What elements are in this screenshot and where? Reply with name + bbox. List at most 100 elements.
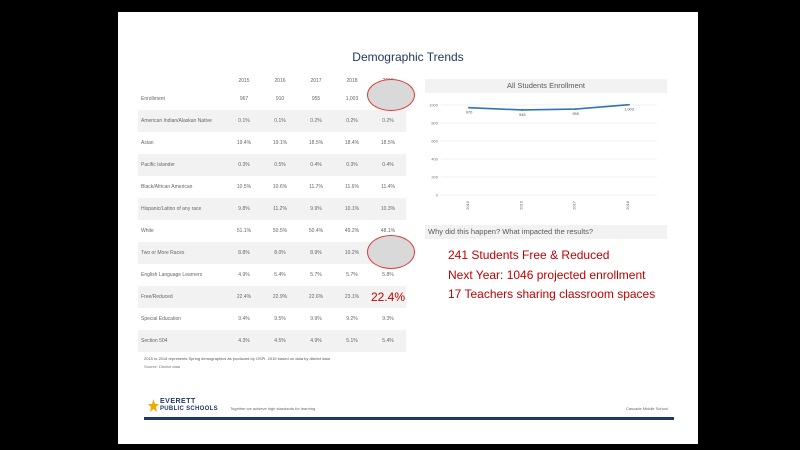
table-cell: 50.4% — [308, 228, 324, 234]
table-cell: 4.9% — [238, 272, 250, 278]
table-cell: 9.9% — [310, 316, 322, 322]
highlight-percentage: 22.4% — [371, 290, 406, 304]
table-cell: 5.7% — [310, 272, 322, 278]
table-row: American Indian/Alaskan Native 0.1% 0.1% 0.… — [138, 110, 406, 132]
table-cell: 22.6% — [298, 286, 334, 308]
table-cell: 19.1% — [272, 140, 288, 146]
table-header-row: 2015 2016 2017 2018 2019 — [138, 74, 406, 88]
table-cell: 5.1% — [334, 330, 370, 352]
data-point — [468, 106, 470, 109]
footer-school: Cascade Middle School — [625, 406, 668, 411]
table-cell: 0.3% — [334, 154, 370, 176]
data-label: 955 — [572, 111, 579, 116]
highlight-oval — [367, 79, 415, 111]
logo-subtext: PUBLIC SCHOOLS — [160, 406, 218, 412]
row-label: Hispanic/Latino of any race — [138, 198, 226, 220]
table-cell: 0.1% — [226, 110, 262, 132]
highlight-oval — [367, 235, 415, 269]
table-cell: 5.4% — [370, 330, 406, 352]
note-shared-classrooms: 17 Teachers sharing classroom spaces — [448, 287, 656, 301]
table-row: Free/Reduced 22.4% 22.9% 22.6% 23.1% — [138, 286, 406, 308]
y-tick-label: 0 — [436, 193, 439, 198]
table-row: Pacific Islander 0.3% 0.5% 0.4% 0.3% 0.4% — [138, 154, 406, 176]
y-tick-label: 600 — [431, 139, 438, 144]
table-cell: 0.4% — [370, 154, 406, 176]
table-header-cell: 2018 — [346, 78, 358, 84]
table-header-cell — [138, 74, 226, 88]
logo-text: EVERETT — [160, 398, 196, 405]
row-label: Enrollment — [141, 96, 165, 102]
data-point — [521, 109, 524, 111]
slide: Demographic Trends 2015 2016 2017 2018 2… — [118, 12, 698, 444]
table-cell: 1,003 — [345, 96, 359, 102]
x-tick-label: 2018 — [625, 200, 630, 210]
table-cell: 10.2% — [334, 242, 370, 264]
table-row: Enrollment 967 910 955 1,003 — [138, 88, 406, 110]
table-cell: 22.9% — [262, 286, 298, 308]
table-row: Section 504 4.3% 4.5% 4.9% 5.1% 5.4% — [138, 330, 406, 352]
data-point — [628, 103, 630, 106]
table-cell: 4.5% — [262, 330, 298, 352]
table-cell: 967 — [239, 96, 249, 102]
table-cell: 9.3% — [382, 316, 394, 322]
table-cell: 51.1% — [236, 228, 252, 234]
table-cell: 48.1% — [380, 228, 396, 234]
table-cell — [370, 286, 406, 308]
table-cell: 9.8% — [226, 198, 262, 220]
data-label: 1,003 — [624, 107, 635, 112]
table-cell: 5.7% — [346, 272, 358, 278]
table-header-cell: 2016 — [274, 78, 286, 84]
enrollment-line — [468, 103, 630, 111]
table-cell: 8.9% — [298, 242, 334, 264]
row-label: Two or More Races — [138, 242, 226, 264]
table-cell: 5.4% — [274, 272, 286, 278]
y-tick-label: 800 — [431, 121, 438, 126]
table-cell: 9.4% — [238, 316, 250, 322]
table-cell: 50.5% — [272, 228, 288, 234]
reflection-question: Why did this happen? What impacted the r… — [425, 225, 667, 239]
row-label: Special Education — [141, 316, 182, 322]
table-row: White 51.1% 50.5% 50.4% 49.2% 48.1% — [138, 220, 406, 242]
row-label: Free/Reduced — [138, 286, 226, 308]
footer-tagline: Together we achieve high standards for l… — [230, 406, 316, 411]
table-row: Hispanic/Latino of any race 9.8% 11.2% 9.9%… — [138, 198, 406, 220]
row-label: English Language Learners — [141, 272, 203, 278]
table-cell: 11.4% — [381, 184, 395, 190]
note-projected-enrollment: Next Year: 1046 projected enrollment — [448, 268, 646, 282]
demographics-table: 2015 2016 2017 2018 2019 Enrollment 967 91… — [138, 74, 406, 352]
table-cell: 18.4% — [344, 140, 360, 146]
row-label: American Indian/Alaskan Native — [138, 110, 226, 132]
table-cell: 23.1% — [334, 286, 370, 308]
enrollment-chart: All Students Enrollment 1000 800 600 400 200… — [425, 75, 667, 227]
table-cell: 910 — [275, 96, 285, 102]
table-cell: 0.2% — [334, 110, 370, 132]
row-label: White — [141, 228, 154, 234]
table-cell: 0.5% — [262, 154, 298, 176]
table-cell: 0.4% — [298, 154, 334, 176]
data-point — [574, 108, 577, 110]
row-label: Section 504 — [138, 330, 226, 352]
table-row: Asian 19.4% 19.1% 18.5% 18.4% 18.5% — [138, 132, 406, 154]
table-header-cell: 2017 — [310, 78, 322, 84]
y-tick-label: 200 — [431, 175, 438, 180]
table-cell: 0.3% — [226, 154, 262, 176]
table-cell: 11.2% — [262, 198, 298, 220]
table-footnote: 2015 to 2018 represents Spring demograph… — [144, 356, 330, 361]
table-row: Special Education 9.4% 9.5% 9.9% 9.2% 9.3% — [138, 308, 406, 330]
table-cell: 10.5% — [236, 184, 252, 190]
x-tick-label: 2016 — [518, 200, 523, 210]
table-cell: 19.4% — [236, 140, 252, 146]
table-row: Two or More Races 8.8% 8.0% 8.9% 10.2% — [138, 242, 406, 264]
chart-title: All Students Enrollment — [425, 79, 667, 93]
table-cell: 9.2% — [346, 316, 358, 322]
x-tick-label: 2017 — [572, 200, 577, 210]
table-cell: 10.3% — [370, 198, 406, 220]
table-row: Black/African American 10.5% 10.6% 11.7% 11.… — [138, 176, 406, 198]
table-cell: 8.8% — [226, 242, 262, 264]
table-cell: 0.2% — [298, 110, 334, 132]
table-cell: 18.5% — [380, 140, 396, 146]
data-label: 945 — [519, 112, 526, 117]
table-cell: 11.6% — [345, 184, 359, 190]
table-row: English Language Learners 4.9% 5.4% 5.7% 5.7… — [138, 264, 406, 286]
y-tick-label: 400 — [431, 157, 438, 162]
